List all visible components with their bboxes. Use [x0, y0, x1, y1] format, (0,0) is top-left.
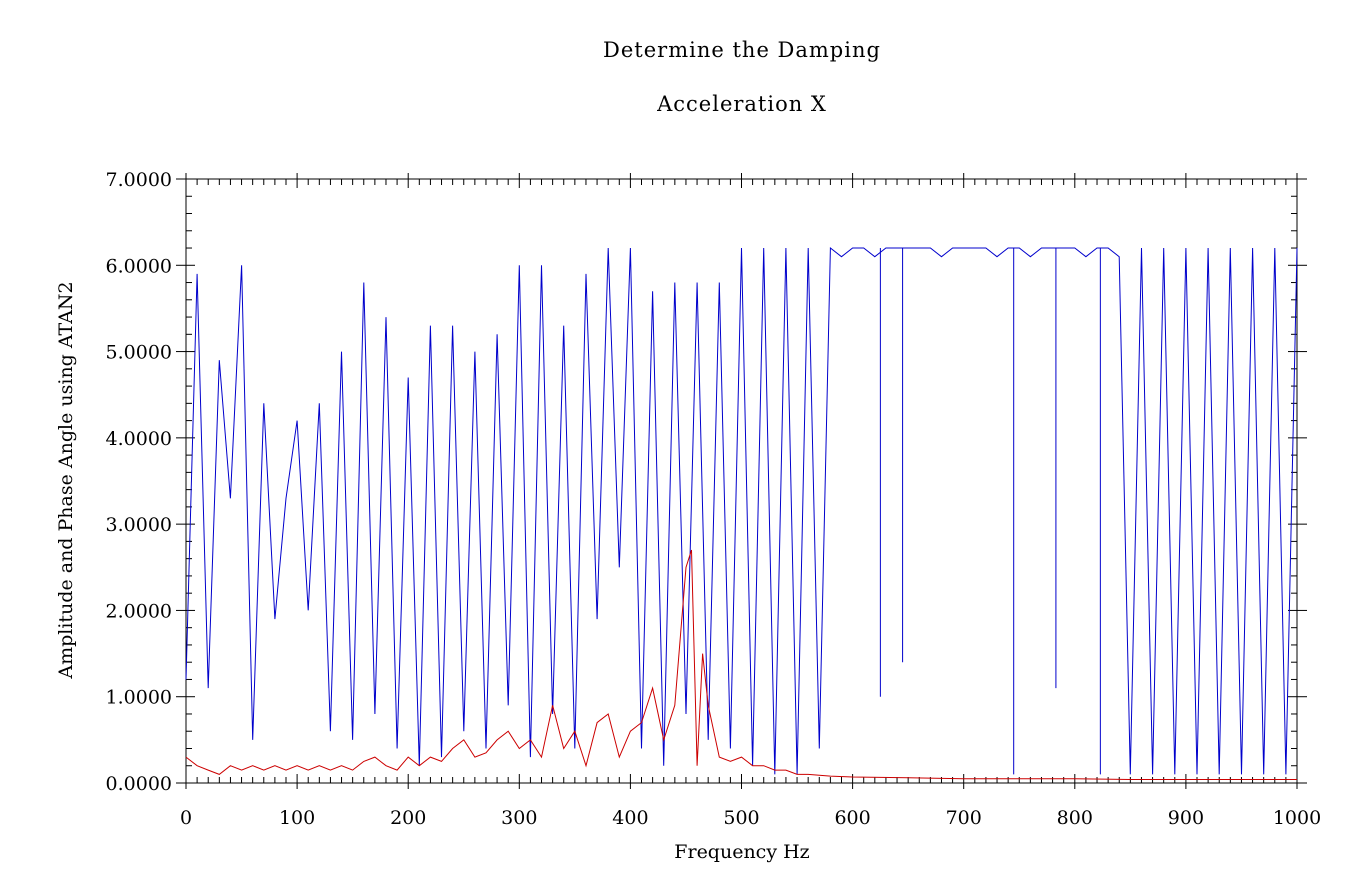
- x-tick-label: 800: [1057, 807, 1093, 829]
- axis-ticks: [176, 173, 1307, 789]
- y-tick-label: 6.0000: [106, 255, 172, 277]
- y-tick-label: 4.0000: [106, 428, 172, 450]
- amplitude-series-line: [185, 549, 1297, 780]
- x-axis-label: Frequency Hz: [674, 841, 809, 863]
- x-tick-label: 100: [279, 807, 315, 829]
- x-tick-label: 900: [1168, 807, 1204, 829]
- y-tick-label: 5.0000: [106, 342, 172, 364]
- x-tick-label: 1000: [1273, 807, 1321, 829]
- y-axis-label: Amplitude and Phase Angle using ATAN2: [55, 281, 77, 679]
- phase-series-line: [185, 246, 1298, 775]
- series-layer: [185, 246, 1298, 780]
- x-tick-label: 400: [612, 807, 648, 829]
- x-tick-label: 700: [946, 807, 982, 829]
- chart-title: Determine the Damping: [603, 38, 881, 62]
- x-tick-label: 500: [723, 807, 759, 829]
- y-tick-label: 2.0000: [106, 600, 172, 622]
- y-tick-label: 3.0000: [106, 514, 172, 536]
- x-tick-label: 300: [501, 807, 537, 829]
- x-tick-label: 200: [390, 807, 426, 829]
- x-tick-label: 600: [834, 807, 870, 829]
- y-tick-label: 0.0000: [106, 773, 172, 795]
- axis-tick-labels: 0 100 200 300 400 500 600 700 800 900 1000 0.0000 1.…: [106, 169, 1322, 829]
- y-tick-label: 1.0000: [106, 687, 172, 709]
- x-tick-label: 0: [180, 807, 192, 829]
- chart-subtitle: Acceleration X: [657, 92, 827, 116]
- y-tick-label: 7.0000: [106, 169, 172, 191]
